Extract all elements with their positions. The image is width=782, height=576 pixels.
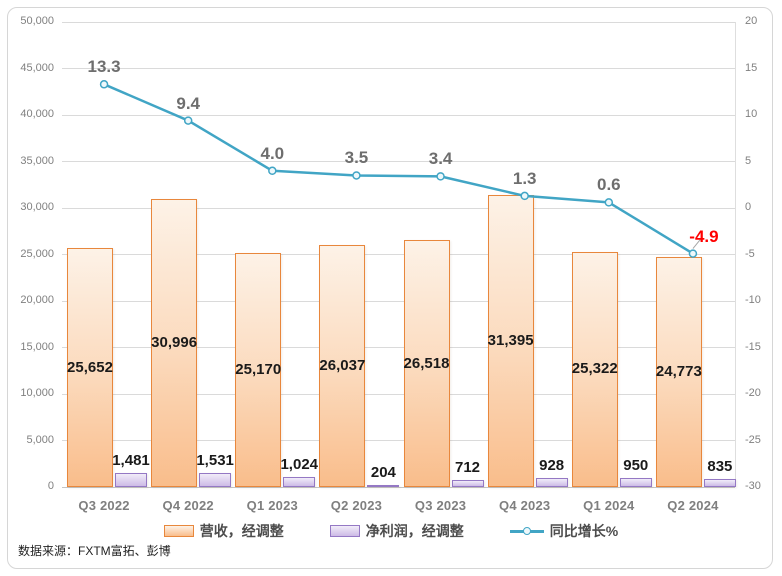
revenue-value-label: 25,322 bbox=[571, 360, 618, 378]
left-axis-tick: 5,000 bbox=[26, 433, 54, 446]
revenue-value-label: 31,395 bbox=[487, 332, 534, 349]
gridline bbox=[62, 21, 735, 23]
source-note: 数据来源：FXTM富拓、彭博 bbox=[18, 544, 171, 558]
category-label: Q4 2023 bbox=[499, 498, 551, 513]
revenue-value-label: 30,996 bbox=[151, 333, 198, 351]
growth-marker-icon bbox=[183, 116, 193, 125]
right-axis-tick: -10 bbox=[745, 294, 761, 306]
right-axis-tick: 15 bbox=[745, 61, 758, 74]
growth-value-label: 3.4 bbox=[428, 149, 453, 169]
category-label: Q4 2022 bbox=[162, 498, 214, 513]
left-axis-tick: 20,000 bbox=[20, 294, 54, 306]
profit-bar bbox=[367, 485, 400, 488]
growth-value-label: 4.0 bbox=[260, 143, 285, 163]
left-axis-tick: 10,000 bbox=[20, 387, 54, 399]
profit-bar bbox=[451, 480, 484, 487]
profit-value-label: 712 bbox=[454, 459, 481, 477]
category-label: Q1 2023 bbox=[246, 498, 298, 513]
right-axis-tick: -20 bbox=[745, 387, 761, 399]
growth-value-label: 3.5 bbox=[344, 148, 369, 168]
profit-swatch-icon bbox=[329, 525, 360, 537]
growth-marker-icon bbox=[99, 80, 109, 89]
growth-marker-icon bbox=[352, 171, 361, 180]
left-axis-tick: 45,000 bbox=[20, 61, 54, 74]
revenue-swatch-icon bbox=[163, 525, 194, 537]
legend-item-growth: 同比增长% bbox=[509, 521, 619, 541]
profit-bar bbox=[535, 478, 568, 487]
gridline bbox=[62, 347, 735, 348]
growth-marker-icon bbox=[268, 166, 277, 176]
revenue-bar bbox=[571, 251, 618, 487]
growth-marker-icon bbox=[436, 172, 445, 181]
left-axis-tick: 35,000 bbox=[20, 154, 54, 167]
profit-value-label: 204 bbox=[370, 464, 396, 482]
category-label: Q3 2022 bbox=[78, 498, 130, 513]
profit-value-label: 1,531 bbox=[196, 451, 234, 469]
profit-bar bbox=[199, 472, 232, 487]
profit-value-label: 950 bbox=[623, 457, 649, 475]
gridline bbox=[62, 300, 735, 302]
revenue-value-label: 26,518 bbox=[403, 354, 450, 372]
legend-label-profit: 净利润，经调整 bbox=[365, 523, 464, 539]
profit-bar bbox=[619, 478, 652, 487]
chart-legend: 营收，经调整 净利润，经调整 同比增长% bbox=[0, 521, 782, 541]
right-axis-tick: 20 bbox=[745, 15, 758, 27]
category-label: Q2 2024 bbox=[667, 498, 719, 513]
gridline bbox=[62, 393, 735, 395]
growth-value-label: 9.4 bbox=[176, 93, 200, 113]
profit-value-label: 928 bbox=[539, 457, 565, 475]
right-axis-tick: -30 bbox=[745, 480, 761, 492]
left-axis-tick: 15,000 bbox=[20, 340, 54, 353]
gridline bbox=[62, 440, 735, 441]
category-label: Q3 2023 bbox=[414, 498, 467, 513]
profit-value-label: 1,024 bbox=[280, 456, 319, 474]
growth-value-label: 13.3 bbox=[87, 57, 121, 77]
profit-bar bbox=[703, 479, 736, 487]
right-axis-tick: 0 bbox=[745, 201, 752, 213]
left-axis-tick: 25,000 bbox=[20, 247, 54, 260]
profit-bar bbox=[115, 473, 147, 487]
legend-label-growth: 同比增长% bbox=[549, 523, 619, 539]
profit-bar bbox=[283, 477, 316, 487]
right-axis-tick: -5 bbox=[745, 247, 755, 260]
profit-value-label: 835 bbox=[707, 458, 733, 476]
right-axis-tick: 5 bbox=[745, 154, 752, 167]
right-axis-tick: -15 bbox=[745, 340, 761, 353]
growth-value-label: 1.3 bbox=[512, 168, 537, 188]
legend-item-revenue: 营收，经调整 bbox=[163, 521, 284, 541]
growth-value-label: -4.9 bbox=[689, 226, 719, 246]
gridline bbox=[62, 114, 735, 116]
growth-line-swatch-icon bbox=[509, 525, 544, 537]
plot-right-border bbox=[735, 22, 736, 487]
left-axis-tick: 40,000 bbox=[20, 108, 54, 120]
left-axis-tick: 30,000 bbox=[20, 201, 54, 213]
revenue-bar bbox=[67, 248, 113, 487]
profit-value-label: 1,481 bbox=[112, 452, 150, 470]
revenue-bar bbox=[235, 252, 282, 487]
left-axis-tick: 50,000 bbox=[20, 15, 54, 27]
growth-marker-icon bbox=[604, 198, 614, 207]
category-label: Q1 2024 bbox=[583, 498, 635, 513]
revenue-value-label: 25,652 bbox=[67, 358, 113, 376]
legend-item-profit: 净利润，经调整 bbox=[329, 521, 464, 541]
revenue-value-label: 25,170 bbox=[235, 360, 282, 378]
category-label: Q2 2023 bbox=[330, 498, 383, 513]
gridline bbox=[62, 68, 735, 69]
gridline bbox=[62, 161, 735, 162]
right-axis-tick: -25 bbox=[745, 433, 761, 446]
right-axis-tick: 10 bbox=[745, 108, 758, 120]
growth-value-label: 0.6 bbox=[596, 175, 621, 195]
left-axis-tick: 0 bbox=[47, 480, 54, 492]
revenue-bar bbox=[319, 244, 366, 487]
revenue-value-label: 24,773 bbox=[655, 362, 702, 380]
revenue-bar bbox=[655, 256, 702, 487]
revenue-value-label: 26,037 bbox=[319, 356, 366, 374]
legend-label-revenue: 营收，经调整 bbox=[199, 523, 284, 539]
revenue-bar bbox=[403, 240, 450, 487]
